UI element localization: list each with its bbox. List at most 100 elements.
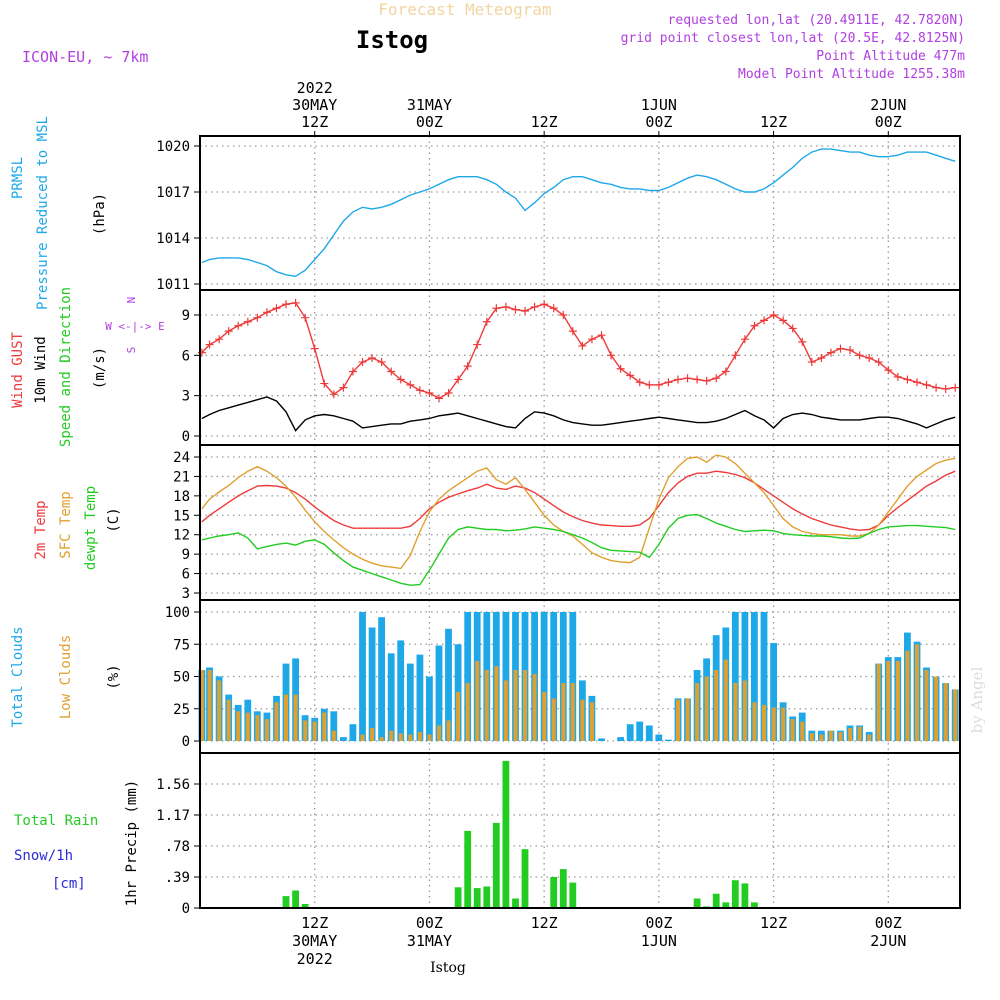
bar-total-rain bbox=[559, 869, 567, 908]
gust-marker bbox=[243, 317, 252, 326]
bar-total-clouds bbox=[655, 734, 663, 741]
bar-low-clouds bbox=[895, 661, 900, 741]
gust-marker bbox=[922, 380, 931, 389]
bar-total-rain bbox=[741, 883, 749, 908]
snow-unit-label: [cm] bbox=[52, 876, 86, 892]
gust-marker bbox=[205, 340, 214, 349]
bar-low-clouds bbox=[876, 663, 881, 741]
bar-low-clouds bbox=[809, 733, 814, 741]
gust-label: Wind GUST bbox=[10, 332, 26, 408]
gust-marker bbox=[702, 376, 711, 385]
bar-low-clouds bbox=[465, 683, 470, 741]
gust-marker bbox=[587, 335, 596, 344]
bar-total-clouds bbox=[665, 739, 672, 741]
y-tick-label: .78 bbox=[165, 839, 190, 855]
prmsl-desc-label: Pressure Reduced to MSL bbox=[35, 116, 51, 310]
series-line-10m-wind bbox=[201, 396, 956, 432]
bottom-time-label: 12Z bbox=[531, 914, 558, 932]
gust-marker bbox=[855, 351, 864, 360]
bar-total-clouds bbox=[626, 724, 634, 741]
gust-marker bbox=[903, 375, 912, 384]
top-time-label: 12Z bbox=[760, 113, 787, 131]
prmsl-unit-label: (hPa) bbox=[92, 193, 108, 235]
top-time-label: 1JUN bbox=[641, 96, 677, 114]
gust-marker bbox=[215, 335, 224, 344]
bar-low-clouds bbox=[408, 734, 413, 741]
sfc-temp-label: SFC Temp bbox=[58, 491, 74, 558]
bar-low-clouds bbox=[542, 692, 547, 741]
y-tick-label: 1017 bbox=[156, 185, 190, 201]
bar-total-clouds bbox=[340, 737, 347, 741]
bar-total-rain bbox=[483, 886, 491, 908]
bar-total-clouds bbox=[435, 645, 443, 741]
bar-total-rain bbox=[282, 896, 290, 908]
bar-total-clouds bbox=[416, 654, 424, 741]
bar-total-clouds bbox=[617, 737, 624, 741]
gust-marker bbox=[282, 300, 291, 309]
bar-low-clouds bbox=[417, 732, 422, 741]
bottom-time-label: 00Z bbox=[416, 914, 443, 932]
bar-total-clouds bbox=[387, 653, 395, 741]
gust-marker bbox=[434, 394, 443, 403]
panel-2: 3 6 9 12 15 18 21 24 bbox=[173, 444, 961, 602]
gust-marker bbox=[884, 366, 893, 375]
y-tick-label: 15 bbox=[173, 508, 190, 524]
series-line-wind-gust bbox=[201, 302, 956, 400]
top-time-label: 12Z bbox=[301, 113, 328, 131]
gust-marker bbox=[473, 340, 482, 349]
y-tick-label: 50 bbox=[173, 670, 190, 686]
bar-low-clouds bbox=[207, 670, 212, 741]
gust-marker bbox=[377, 358, 386, 367]
bar-low-clouds bbox=[503, 680, 508, 741]
y-tick-label: 21 bbox=[173, 469, 190, 485]
series-line-2m-temp bbox=[201, 470, 956, 531]
gust-marker bbox=[320, 379, 329, 388]
y-tick-label: 1.56 bbox=[156, 777, 190, 793]
watermark: by Angel bbox=[968, 666, 986, 733]
bar-low-clouds bbox=[714, 670, 719, 741]
bar-total-clouds bbox=[502, 612, 510, 741]
gust-marker bbox=[941, 384, 950, 393]
gust-marker bbox=[482, 317, 491, 326]
point-altitude: Point Altitude 477m bbox=[816, 49, 965, 64]
bar-low-clouds bbox=[953, 689, 958, 741]
panel-3: 0 25 50 75 100 bbox=[165, 599, 961, 754]
bar-total-clouds bbox=[731, 612, 739, 741]
bar-low-clouds bbox=[398, 733, 403, 741]
gust-marker bbox=[779, 316, 788, 325]
footer-station: Istog bbox=[430, 960, 466, 976]
gust-marker bbox=[301, 313, 310, 322]
bar-total-rain bbox=[492, 822, 500, 908]
series-line-sfc-temp bbox=[201, 454, 956, 570]
bar-total-clouds bbox=[559, 612, 567, 741]
gust-marker bbox=[826, 348, 835, 357]
gust-marker bbox=[664, 378, 673, 387]
rain-label: Total Rain bbox=[14, 813, 98, 829]
gust-marker bbox=[358, 358, 367, 367]
bar-low-clouds bbox=[819, 734, 824, 741]
gust-marker bbox=[817, 354, 826, 363]
bar-low-clouds bbox=[848, 728, 853, 741]
subtitle: Forecast Meteogram bbox=[378, 0, 551, 19]
gust-marker bbox=[234, 321, 243, 330]
bar-total-rain bbox=[722, 902, 730, 908]
bar-low-clouds bbox=[580, 699, 585, 741]
gust-marker bbox=[310, 344, 319, 353]
top-time-label: 00Z bbox=[875, 113, 902, 131]
gust-marker bbox=[568, 327, 577, 336]
bar-low-clouds bbox=[484, 670, 489, 741]
bottom-time-label: 2022 bbox=[297, 950, 333, 968]
bar-low-clouds bbox=[226, 699, 231, 741]
bar-total-rain bbox=[550, 877, 558, 908]
y-tick-label: 18 bbox=[173, 489, 190, 505]
y-tick-label: 0 bbox=[182, 901, 190, 917]
y-tick-label: 0 bbox=[182, 734, 190, 750]
bar-total-rain bbox=[473, 888, 481, 908]
top-time-label: 2JUN bbox=[870, 96, 906, 114]
model-altitude: Model Point Altitude 1255.38m bbox=[738, 67, 965, 82]
snow-label: Snow/1h bbox=[14, 848, 73, 864]
bar-low-clouds bbox=[905, 650, 910, 741]
bar-total-clouds bbox=[349, 724, 357, 741]
